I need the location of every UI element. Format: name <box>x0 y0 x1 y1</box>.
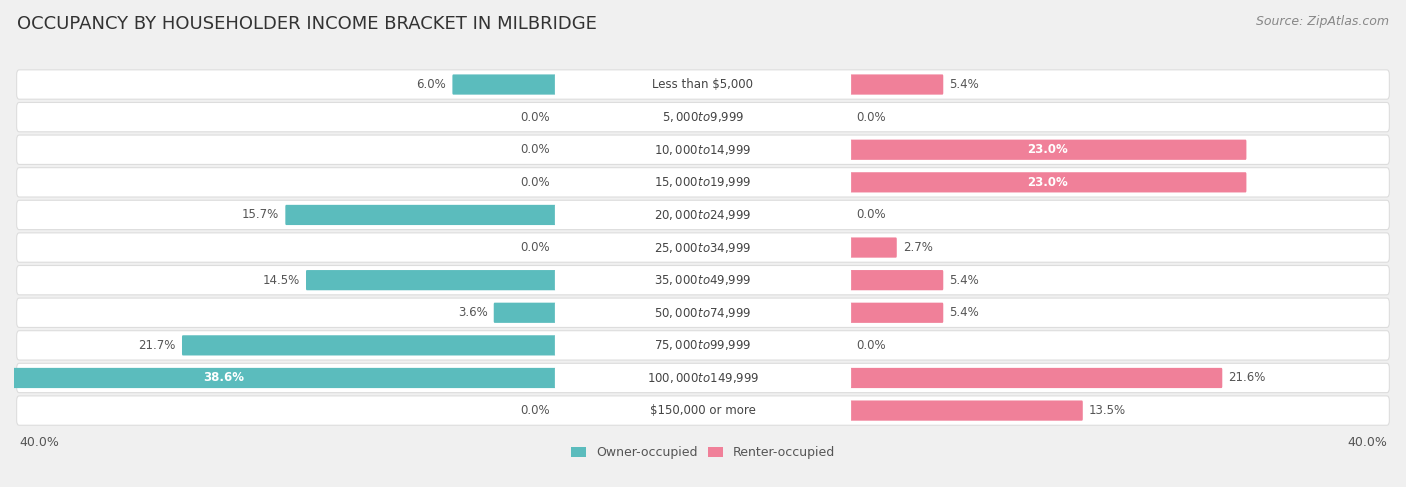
Text: 23.0%: 23.0% <box>1028 143 1067 156</box>
Text: $20,000 to $24,999: $20,000 to $24,999 <box>654 208 752 222</box>
FancyBboxPatch shape <box>555 236 851 260</box>
FancyBboxPatch shape <box>555 300 851 325</box>
FancyBboxPatch shape <box>17 265 1389 295</box>
FancyBboxPatch shape <box>17 396 1389 425</box>
Text: $50,000 to $74,999: $50,000 to $74,999 <box>654 306 752 320</box>
Text: Source: ZipAtlas.com: Source: ZipAtlas.com <box>1256 15 1389 28</box>
Legend: Owner-occupied, Renter-occupied: Owner-occupied, Renter-occupied <box>567 441 839 464</box>
Text: 13.5%: 13.5% <box>1088 404 1126 417</box>
Text: $100,000 to $149,999: $100,000 to $149,999 <box>647 371 759 385</box>
FancyBboxPatch shape <box>17 363 1389 393</box>
Text: 5.4%: 5.4% <box>949 78 979 91</box>
Text: 0.0%: 0.0% <box>520 241 550 254</box>
Text: 0.0%: 0.0% <box>520 143 550 156</box>
Text: 0.0%: 0.0% <box>520 111 550 124</box>
Text: $25,000 to $34,999: $25,000 to $34,999 <box>654 241 752 255</box>
Text: 0.0%: 0.0% <box>856 339 886 352</box>
Text: 0.0%: 0.0% <box>520 176 550 189</box>
Text: $150,000 or more: $150,000 or more <box>650 404 756 417</box>
FancyBboxPatch shape <box>453 75 557 94</box>
FancyBboxPatch shape <box>849 172 1246 192</box>
FancyBboxPatch shape <box>555 398 851 423</box>
Text: 15.7%: 15.7% <box>242 208 280 222</box>
FancyBboxPatch shape <box>285 205 557 225</box>
FancyBboxPatch shape <box>307 270 557 290</box>
Text: 5.4%: 5.4% <box>949 306 979 319</box>
FancyBboxPatch shape <box>849 140 1246 160</box>
Text: 2.7%: 2.7% <box>903 241 932 254</box>
Text: 3.6%: 3.6% <box>458 306 488 319</box>
FancyBboxPatch shape <box>17 102 1389 132</box>
Text: 38.6%: 38.6% <box>204 372 245 384</box>
Text: 40.0%: 40.0% <box>1347 436 1386 449</box>
FancyBboxPatch shape <box>555 170 851 194</box>
Text: 14.5%: 14.5% <box>263 274 299 287</box>
FancyBboxPatch shape <box>555 138 851 162</box>
FancyBboxPatch shape <box>555 73 851 96</box>
FancyBboxPatch shape <box>555 268 851 292</box>
FancyBboxPatch shape <box>555 366 851 390</box>
Text: 0.0%: 0.0% <box>520 404 550 417</box>
Text: 0.0%: 0.0% <box>856 208 886 222</box>
Text: 6.0%: 6.0% <box>416 78 446 91</box>
FancyBboxPatch shape <box>181 335 557 356</box>
FancyBboxPatch shape <box>17 331 1389 360</box>
FancyBboxPatch shape <box>849 238 897 258</box>
FancyBboxPatch shape <box>0 368 557 388</box>
FancyBboxPatch shape <box>849 270 943 290</box>
FancyBboxPatch shape <box>849 302 943 323</box>
FancyBboxPatch shape <box>17 200 1389 230</box>
FancyBboxPatch shape <box>17 298 1389 327</box>
Text: 21.6%: 21.6% <box>1229 372 1265 384</box>
FancyBboxPatch shape <box>17 135 1389 165</box>
Text: 40.0%: 40.0% <box>20 436 59 449</box>
FancyBboxPatch shape <box>17 168 1389 197</box>
Text: $10,000 to $14,999: $10,000 to $14,999 <box>654 143 752 157</box>
FancyBboxPatch shape <box>849 75 943 94</box>
Text: Less than $5,000: Less than $5,000 <box>652 78 754 91</box>
FancyBboxPatch shape <box>494 302 557 323</box>
Text: OCCUPANCY BY HOUSEHOLDER INCOME BRACKET IN MILBRIDGE: OCCUPANCY BY HOUSEHOLDER INCOME BRACKET … <box>17 15 596 33</box>
FancyBboxPatch shape <box>555 333 851 357</box>
Text: $75,000 to $99,999: $75,000 to $99,999 <box>654 338 752 353</box>
Text: $35,000 to $49,999: $35,000 to $49,999 <box>654 273 752 287</box>
Text: 21.7%: 21.7% <box>139 339 176 352</box>
FancyBboxPatch shape <box>555 203 851 227</box>
FancyBboxPatch shape <box>849 368 1222 388</box>
Text: 23.0%: 23.0% <box>1028 176 1067 189</box>
FancyBboxPatch shape <box>555 105 851 129</box>
Text: 0.0%: 0.0% <box>856 111 886 124</box>
Text: $5,000 to $9,999: $5,000 to $9,999 <box>662 110 744 124</box>
FancyBboxPatch shape <box>849 400 1083 421</box>
FancyBboxPatch shape <box>17 70 1389 99</box>
FancyBboxPatch shape <box>17 233 1389 262</box>
Text: 5.4%: 5.4% <box>949 274 979 287</box>
Text: $15,000 to $19,999: $15,000 to $19,999 <box>654 175 752 189</box>
